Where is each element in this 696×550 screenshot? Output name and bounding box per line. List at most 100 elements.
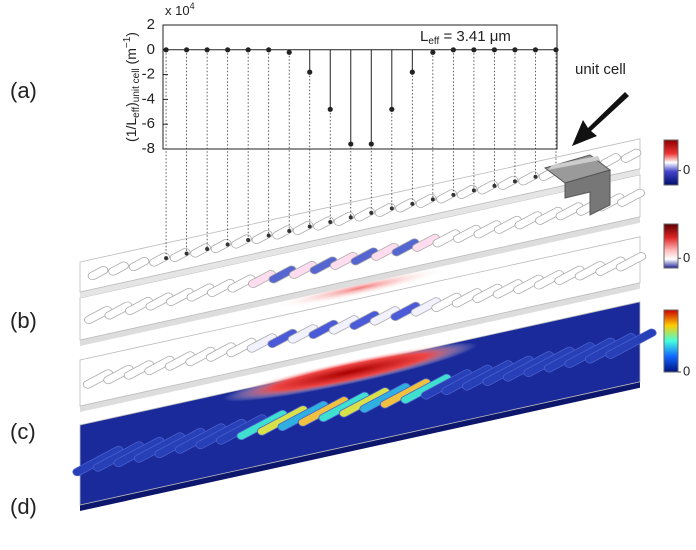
slot	[309, 256, 338, 275]
slot	[415, 193, 437, 208]
slot	[251, 229, 273, 244]
field-glow	[271, 267, 449, 309]
y-tick-label: -6	[142, 115, 155, 132]
slot	[144, 355, 175, 376]
field-glow	[222, 342, 478, 402]
slot	[411, 233, 441, 252]
beam-dot	[369, 210, 374, 215]
slot	[431, 292, 462, 312]
beam-dot	[266, 233, 271, 238]
colorbar	[663, 223, 679, 269]
beam-side	[80, 216, 640, 346]
slot	[514, 211, 543, 230]
slot	[370, 242, 400, 261]
stem-marker	[532, 47, 539, 53]
stem-marker	[491, 47, 498, 53]
slot	[108, 261, 129, 276]
slot	[169, 247, 191, 263]
y-tick-label: -2	[142, 66, 155, 83]
slot	[185, 346, 216, 367]
y-tick-label: -4	[142, 90, 155, 107]
beam-side	[80, 282, 640, 412]
slot	[472, 283, 503, 303]
beams	[72, 138, 657, 511]
slot	[615, 252, 647, 272]
panel-label: (a)	[10, 78, 37, 103]
slot	[473, 220, 502, 239]
slot	[308, 319, 339, 340]
slot	[518, 171, 539, 186]
beam-dot	[307, 224, 312, 229]
slot	[369, 306, 401, 326]
slot	[164, 351, 196, 371]
slot	[333, 211, 355, 226]
stem-marker	[245, 47, 251, 53]
slot	[374, 202, 396, 217]
slot	[391, 238, 420, 257]
slot	[82, 369, 114, 389]
beam-dot	[164, 256, 169, 261]
slot	[410, 297, 442, 317]
colorbar-tick-label: 0	[683, 250, 690, 265]
slot	[226, 337, 257, 358]
beam-dot	[451, 192, 456, 197]
slot	[451, 288, 483, 308]
slot	[456, 184, 478, 199]
beam-dot	[246, 238, 251, 243]
slot	[354, 207, 375, 222]
slot	[493, 215, 523, 234]
stem-marker	[183, 47, 190, 53]
slot	[595, 256, 626, 276]
slot	[328, 315, 360, 335]
stem-marker	[368, 141, 374, 147]
colorbars	[663, 139, 679, 373]
beam-dot	[205, 247, 210, 252]
stem-marker	[512, 47, 518, 53]
beam-dot	[492, 183, 497, 188]
y-tick-label: 0	[147, 41, 155, 58]
beam-dot	[184, 251, 189, 256]
beam-side	[80, 381, 640, 511]
slot	[533, 270, 565, 290]
stem-marker	[409, 69, 415, 75]
slot	[616, 188, 646, 207]
text-part: eff	[428, 36, 439, 47]
text-part: 4	[190, 1, 195, 11]
stem-marker	[266, 47, 272, 53]
slot	[123, 360, 155, 380]
multiplier: x 104	[165, 1, 195, 18]
slot	[605, 328, 657, 359]
panel-label: (c)	[10, 419, 36, 444]
slot	[186, 283, 215, 302]
slot	[436, 189, 457, 204]
colorbar-tick-label: 0	[683, 363, 690, 378]
slot	[390, 301, 421, 321]
beam-dot	[533, 174, 538, 179]
slot	[246, 333, 278, 353]
slot	[492, 279, 524, 299]
slot	[574, 261, 606, 281]
slot	[227, 274, 256, 293]
annotation: Leff = 3.41 μm	[420, 28, 511, 47]
beam-side	[80, 168, 640, 298]
slot	[452, 224, 482, 243]
slot	[124, 297, 154, 315]
slot	[247, 270, 277, 288]
slot	[313, 216, 334, 231]
y-tick-label: -8	[142, 140, 155, 157]
stem-marker	[204, 47, 210, 53]
slot	[288, 260, 318, 279]
slot	[620, 148, 642, 163]
text-part: x 10	[165, 3, 190, 18]
beam-dot	[389, 206, 394, 211]
beam-dot	[287, 228, 292, 233]
text-part: )	[123, 32, 139, 37]
stem-marker	[225, 47, 231, 53]
beam-dot	[348, 215, 353, 220]
unit-cell-label: unit cell	[575, 61, 626, 78]
panel-label: (d)	[10, 494, 37, 519]
slot	[287, 324, 319, 344]
beam-dot	[430, 197, 435, 202]
